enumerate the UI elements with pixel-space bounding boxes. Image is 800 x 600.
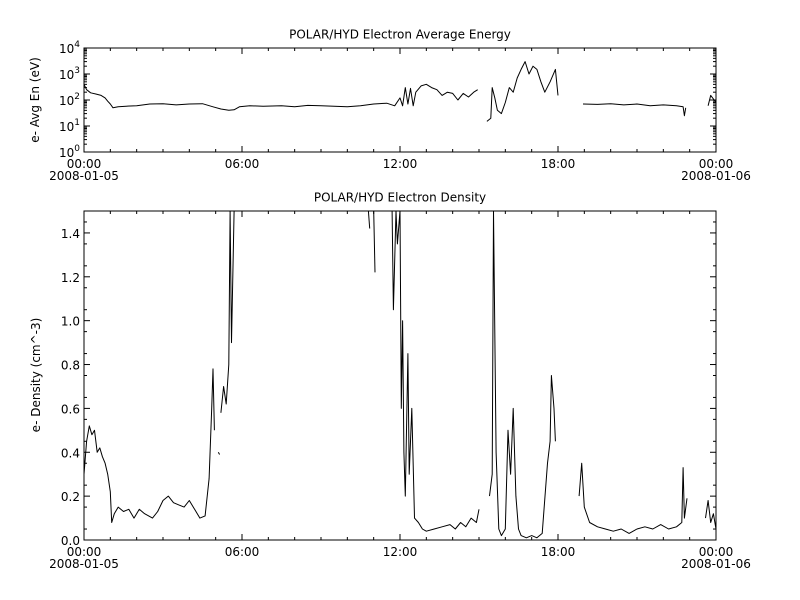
density-x-tick-label: 18:00 xyxy=(541,545,576,559)
density-series-segment-5 xyxy=(391,210,480,532)
density-x-date-label: 2008-01-06 xyxy=(681,557,751,571)
density-series-segment-2 xyxy=(220,210,235,413)
density-y-tick-label: 0.6 xyxy=(61,402,80,416)
density-y-tick-label: 0.4 xyxy=(61,446,80,460)
energy-y-tick-label: 103 xyxy=(59,66,80,82)
energy-y-tick-label: 104 xyxy=(59,40,80,56)
energy-chart-title: POLAR/HYD Electron Average Energy xyxy=(289,28,511,42)
energy-y-tick-label: 102 xyxy=(59,92,80,108)
energy-series-segment-2 xyxy=(582,103,687,117)
density-series-segment-0 xyxy=(83,368,215,523)
energy-y-tick-label: 100 xyxy=(59,144,80,160)
density-series-segment-1 xyxy=(217,452,221,455)
density-x-tick-label: 00:00 xyxy=(699,545,734,559)
energy-series-segment-3 xyxy=(707,94,717,106)
density-y-tick-label: 1.4 xyxy=(61,227,80,241)
energy-series-segment-0 xyxy=(83,83,478,111)
density-series-segment-7 xyxy=(578,462,688,534)
density-x-tick-label: 06:00 xyxy=(225,545,260,559)
energy-x-tick-label: 12:00 xyxy=(383,157,418,171)
density-y-tick-label: 1.0 xyxy=(61,315,80,329)
energy-panel: POLAR/HYD Electron Average Energy e- Avg… xyxy=(28,28,751,184)
density-x-date-label: 2008-01-05 xyxy=(49,557,119,571)
energy-x-date-label: 2008-01-06 xyxy=(681,169,751,183)
energy-y-axis-label: e- Avg En (eV) xyxy=(28,57,42,143)
energy-x-tick-label: 00:00 xyxy=(67,157,102,171)
energy-x-date-label: 2008-01-05 xyxy=(49,169,119,183)
energy-x-tick-label: 00:00 xyxy=(699,157,734,171)
density-series xyxy=(83,210,717,539)
density-y-axis-label: e- Density (cm^-3) xyxy=(29,318,43,433)
density-chart-title: POLAR/HYD Electron Density xyxy=(314,191,486,205)
density-y-tick-label: 0.2 xyxy=(61,490,80,504)
density-series-segment-4 xyxy=(373,210,376,273)
density-x-tick-label: 12:00 xyxy=(383,545,418,559)
density-panel: POLAR/HYD Electron Density e- Density (c… xyxy=(29,191,751,572)
density-series-segment-8 xyxy=(705,500,717,530)
energy-x-tick-label: 06:00 xyxy=(225,157,260,171)
density-y-tick-label: 0.0 xyxy=(61,534,80,548)
density-series-segment-3 xyxy=(367,210,371,229)
energy-series-segment-1 xyxy=(486,61,559,122)
energy-x-tick-label: 18:00 xyxy=(541,157,576,171)
density-x-tick-label: 00:00 xyxy=(67,545,102,559)
energy-series xyxy=(83,61,717,122)
density-series-segment-6 xyxy=(489,210,556,539)
density-y-tick-label: 1.2 xyxy=(61,271,80,285)
energy-y-tick-label: 101 xyxy=(59,118,80,134)
density-y-tick-label: 0.8 xyxy=(61,359,80,373)
